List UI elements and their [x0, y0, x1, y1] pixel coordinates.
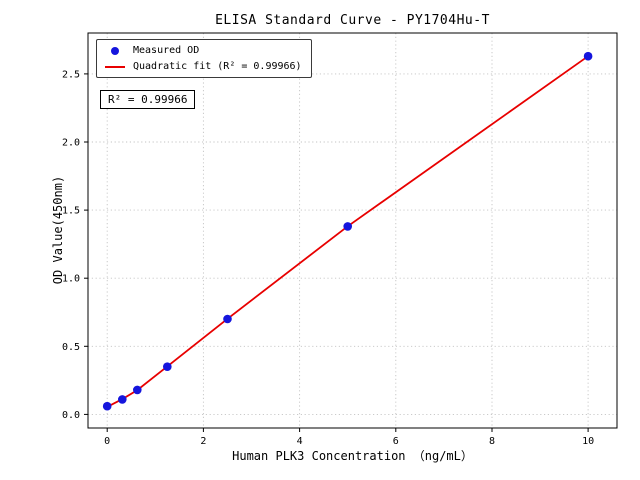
y-tick-label: 1.5	[62, 206, 80, 217]
legend-label-measured-od: Measured OD	[133, 45, 200, 56]
legend-marker-area	[103, 65, 127, 68]
r-squared-annotation: R² = 0.99966	[100, 90, 196, 109]
x-tick-label: 6	[393, 436, 399, 447]
data-point	[223, 314, 232, 324]
measured-od-marker-icon	[111, 46, 119, 55]
data-point	[583, 51, 593, 61]
x-tick-label: 8	[489, 436, 495, 447]
legend-marker-area	[103, 46, 127, 55]
legend-label-quadratic-fit: Quadratic fit (R² = 0.99966)	[133, 61, 302, 72]
x-tick-label: 2	[200, 436, 206, 447]
data-point	[343, 222, 353, 231]
data-point	[163, 362, 172, 372]
legend-item-measured-od: Measured OD	[103, 45, 302, 56]
x-tick-label: 10	[582, 436, 594, 447]
axis-ticks: 0 2 4 6 8 10 0.0 0.5 1.0 1.5 2.0 2.5	[62, 69, 594, 447]
data-point	[118, 395, 127, 404]
y-tick-label: 2.0	[62, 138, 80, 149]
y-tick-label: 0.5	[62, 342, 80, 353]
x-tick-label: 4	[297, 436, 303, 447]
x-axis-label: Human PLK3 Concentration （ng/mL）	[232, 449, 473, 463]
legend: Measured OD Quadratic fit (R² = 0.99966)	[96, 39, 312, 78]
plot-frame	[87, 32, 618, 429]
legend-item-quadratic-fit: Quadratic fit (R² = 0.99966)	[103, 61, 302, 72]
x-tick-label: 0	[104, 436, 110, 447]
y-axis-label: OD Value(450nm)	[51, 175, 65, 285]
y-tick-label: 1.0	[62, 274, 80, 285]
fit-line-marker-icon	[105, 65, 125, 68]
y-tick-label: 2.5	[62, 69, 80, 80]
data-point	[102, 401, 112, 411]
y-tick-label: 0.0	[62, 410, 80, 421]
data-points	[102, 51, 593, 411]
chart-title: ELISA Standard Curve - PY1704Hu-T	[215, 13, 490, 28]
data-point	[133, 385, 142, 395]
